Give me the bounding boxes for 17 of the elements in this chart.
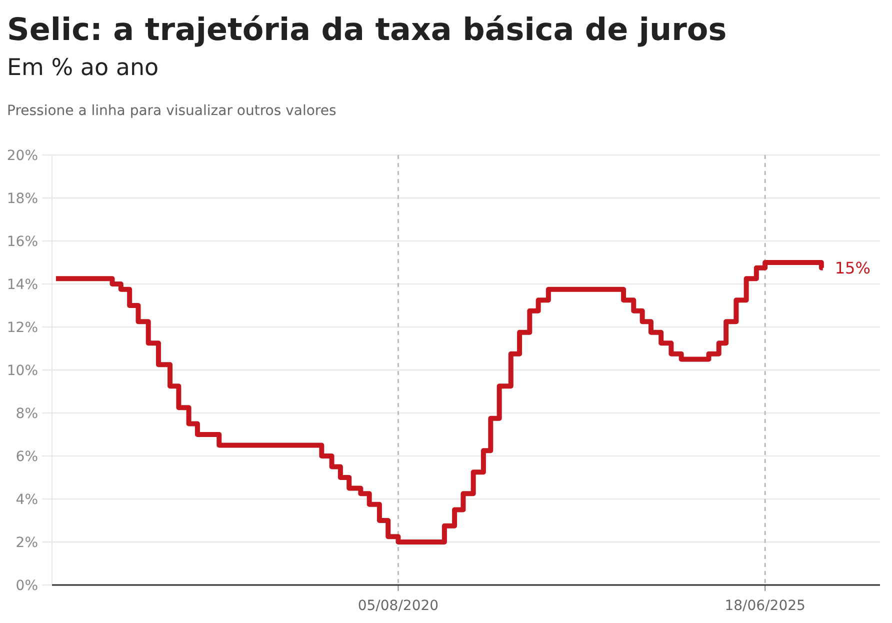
y-tick-label: 16%: [6, 234, 38, 250]
y-tick-label: 20%: [6, 148, 38, 164]
y-tick-label: 10%: [6, 362, 38, 379]
y-tick-label: 12%: [6, 320, 38, 336]
y-tick-label: 14%: [6, 276, 38, 293]
text: Pressione a linha para visualizar outros valores: [7, 103, 336, 119]
y-tick-label: 0%: [16, 578, 38, 594]
x-tick-label: 05/08/2020: [358, 598, 439, 614]
chart-subtitle: Em % ao ano: [7, 55, 159, 81]
y-tick-label: 8%: [16, 406, 38, 422]
chart-title: Selic: a trajetória da taxa básica de juros: [7, 12, 727, 48]
y-tick-label: 18%: [6, 190, 38, 207]
annotation: 15%: [834, 258, 870, 278]
x-tick-label: 18/06/2025: [724, 598, 806, 614]
y-tick-label: 6%: [16, 448, 38, 465]
y-tick-label: 2%: [16, 534, 38, 551]
y-tick-label: 4%: [16, 492, 38, 508]
